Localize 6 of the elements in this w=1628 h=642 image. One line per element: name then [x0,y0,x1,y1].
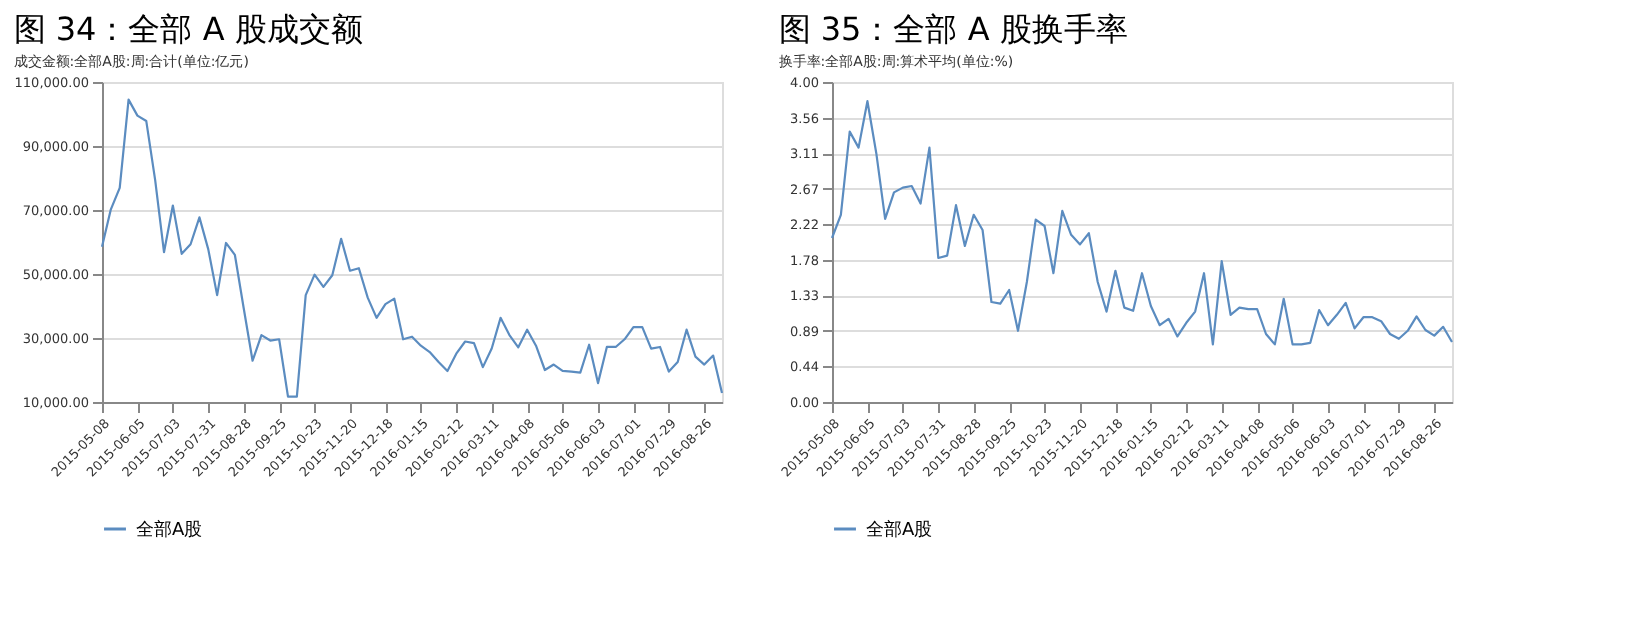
legend-label: 全部A股 [866,519,933,541]
chart-title: 图 35：全部 A 股换手率 [778,10,1128,48]
line-series [830,100,1454,346]
line-series [100,98,724,398]
legend-label: 全部A股 [136,519,203,541]
chart-title: 图 34：全部 A 股成交额 [13,10,363,48]
